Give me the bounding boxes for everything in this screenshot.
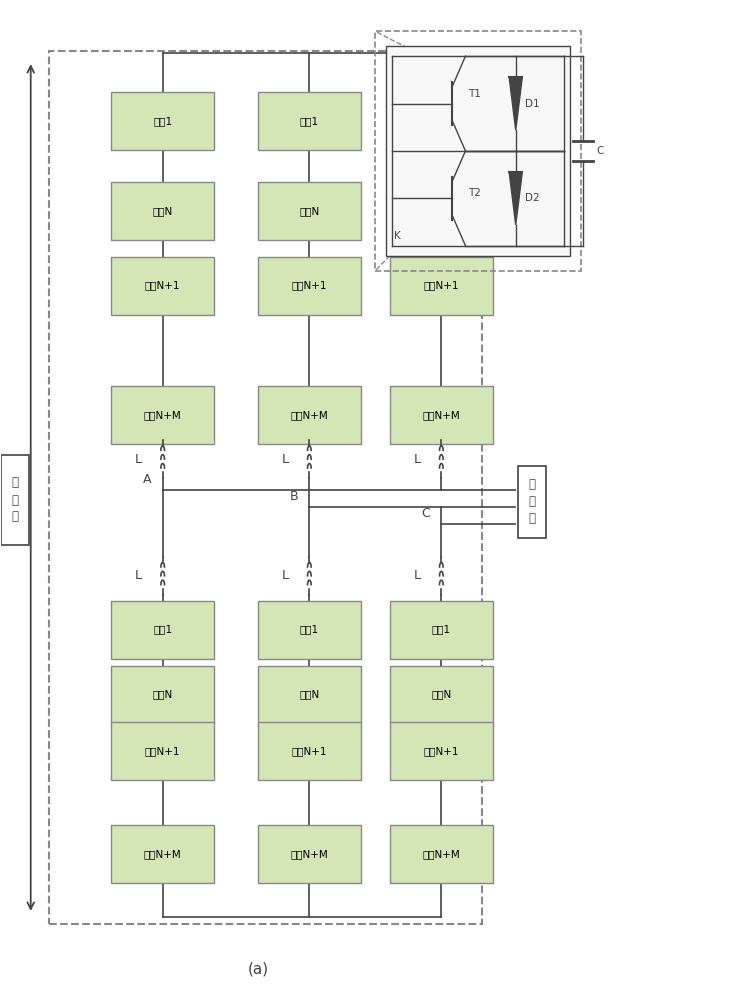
- Text: 模块N+1: 模块N+1: [291, 281, 327, 291]
- Bar: [386, 46, 570, 256]
- Bar: [258, 825, 361, 883]
- Text: 模块N+M: 模块N+M: [291, 410, 328, 420]
- Bar: [258, 182, 361, 240]
- Bar: [390, 257, 492, 315]
- Text: 模块1: 模块1: [300, 625, 319, 635]
- Text: K: K: [394, 231, 401, 241]
- Bar: [258, 722, 361, 780]
- Text: 模块N+1: 模块N+1: [291, 746, 327, 756]
- Text: 模块N: 模块N: [300, 206, 319, 216]
- Text: 模块N: 模块N: [152, 689, 173, 699]
- Bar: [111, 386, 214, 444]
- Bar: [258, 92, 361, 150]
- Text: 模块N+1: 模块N+1: [145, 746, 180, 756]
- Text: L: L: [135, 569, 142, 582]
- Text: 模块N+M: 模块N+M: [144, 849, 182, 859]
- Polygon shape: [509, 172, 523, 225]
- Text: 模块1: 模块1: [153, 116, 172, 126]
- Text: 模块N: 模块N: [152, 206, 173, 216]
- Text: 模块N+M: 模块N+M: [291, 849, 328, 859]
- Bar: [258, 257, 361, 315]
- Text: L: L: [135, 453, 142, 466]
- Text: C: C: [422, 507, 431, 520]
- Text: 模块N: 模块N: [300, 689, 319, 699]
- Bar: [258, 601, 361, 659]
- Text: 模块N+M: 模块N+M: [144, 410, 182, 420]
- Text: (a): (a): [247, 961, 269, 976]
- Text: L: L: [414, 453, 421, 466]
- Text: 交
流
侧: 交 流 侧: [528, 478, 536, 525]
- Bar: [111, 666, 214, 723]
- Text: 模块N: 模块N: [431, 206, 451, 216]
- Text: T2: T2: [468, 188, 481, 198]
- Bar: [375, 31, 581, 271]
- Bar: [111, 257, 214, 315]
- Text: 模块N+1: 模块N+1: [145, 281, 180, 291]
- Bar: [390, 601, 492, 659]
- Bar: [111, 825, 214, 883]
- Bar: [1, 455, 29, 545]
- Text: D1: D1: [526, 99, 540, 109]
- Text: B: B: [290, 490, 298, 503]
- Text: 模块N+1: 模块N+1: [424, 746, 459, 756]
- Text: 模块N+M: 模块N+M: [422, 849, 460, 859]
- Bar: [390, 182, 492, 240]
- Bar: [390, 92, 492, 150]
- Polygon shape: [509, 77, 523, 130]
- Text: A: A: [144, 473, 152, 486]
- Text: 直
流
侧: 直 流 侧: [12, 477, 19, 524]
- Bar: [111, 722, 214, 780]
- Text: C: C: [596, 146, 604, 156]
- Text: 模块1: 模块1: [432, 116, 451, 126]
- Text: 模块1: 模块1: [300, 116, 319, 126]
- Bar: [518, 466, 546, 538]
- Text: 模块N: 模块N: [431, 689, 451, 699]
- Text: 模块1: 模块1: [432, 625, 451, 635]
- Bar: [258, 666, 361, 723]
- Text: T1: T1: [468, 89, 481, 99]
- Text: 模块N+M: 模块N+M: [422, 410, 460, 420]
- Bar: [390, 666, 492, 723]
- Text: L: L: [282, 453, 289, 466]
- Text: 模块1: 模块1: [153, 625, 172, 635]
- Bar: [111, 601, 214, 659]
- Text: L: L: [414, 569, 421, 582]
- Bar: [390, 386, 492, 444]
- Text: D2: D2: [526, 193, 540, 203]
- Bar: [258, 386, 361, 444]
- Bar: [111, 182, 214, 240]
- Bar: [49, 51, 481, 924]
- Text: L: L: [282, 569, 289, 582]
- Bar: [390, 825, 492, 883]
- Bar: [390, 722, 492, 780]
- Text: 模块N+1: 模块N+1: [424, 281, 459, 291]
- Bar: [111, 92, 214, 150]
